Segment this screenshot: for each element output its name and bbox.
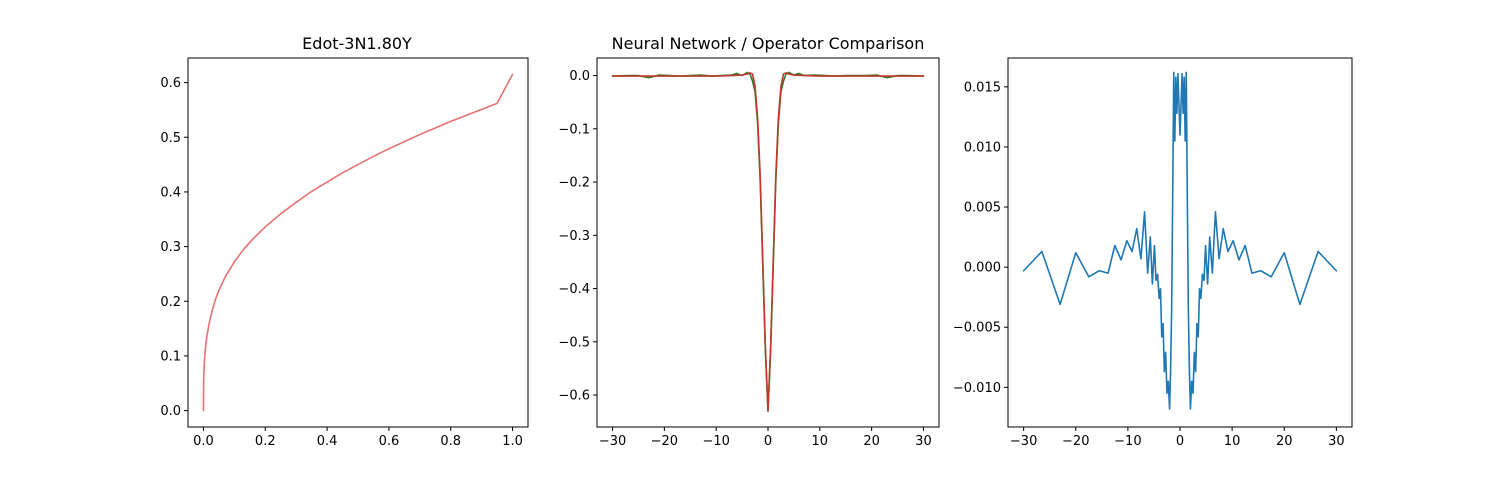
- middle-chart-y-tick-label: −0.1: [558, 122, 590, 137]
- middle-chart-y-tick-label: 0.0: [569, 69, 590, 84]
- left-chart-x-tick-label: 0.0: [193, 434, 214, 449]
- middle-chart-x-tick-label: −20: [651, 434, 678, 449]
- left-chart-ticks: 0.0 0.2 0.4 0.6 0.8 1.0 0.0 0.1 0.2 0.3 0.4 0.5 0.6: [160, 76, 523, 449]
- middle-chart-series-operator-line: [611, 72, 925, 412]
- middle-chart-ticks: −30 −20 −10 0 10 20 30 0.0 −0.1 −0.2 −0.3 −0.4 −0.5 −…: [558, 69, 931, 449]
- middle-chart-plot-area: [611, 71, 925, 412]
- left-chart-title: Edot-3N1.80Y: [302, 34, 412, 53]
- middle-chart-x-tick-label: −10: [702, 434, 729, 449]
- left-chart-x-tick-label: 1.0: [502, 434, 523, 449]
- right-chart-y-tick-label: 0.005: [964, 201, 1001, 216]
- right-chart-y-tick-label: −0.010: [953, 381, 1001, 396]
- right-chart-y-tick-label: 0.015: [964, 80, 1001, 95]
- middle-chart-panel: Neural Network / Operator Comparison −30…: [558, 34, 940, 449]
- middle-chart-x-tick-label: 20: [863, 434, 880, 449]
- right-chart-x-tick-label: −20: [1062, 434, 1089, 449]
- right-chart-panel: −30 −20 −10 0 10 20 30 0.015 0.010 0.005 0.000 −0.0…: [953, 57, 1353, 449]
- left-chart-y-tick-label: 0.1: [160, 349, 181, 364]
- middle-chart-title: Neural Network / Operator Comparison: [612, 34, 925, 53]
- right-chart-y-tick-label: 0.010: [964, 140, 1001, 155]
- left-chart-x-tick-label: 0.8: [440, 434, 461, 449]
- middle-chart-y-tick-label: −0.4: [558, 282, 590, 297]
- left-chart-plot-area: [202, 73, 514, 412]
- left-chart-y-tick-label: 0.2: [160, 295, 181, 310]
- left-chart-y-tick-label: 0.6: [160, 76, 181, 91]
- right-chart-x-tick-label: 20: [1276, 434, 1293, 449]
- middle-chart-x-tick-label: 30: [915, 434, 932, 449]
- left-chart-y-tick-label: 0.4: [160, 185, 181, 200]
- right-chart-x-tick-label: −30: [1010, 434, 1037, 449]
- left-chart-x-tick-label: 0.6: [379, 434, 400, 449]
- left-chart-x-tick-label: 0.2: [255, 434, 276, 449]
- right-chart-series-difference-line: [1022, 71, 1338, 410]
- middle-chart-x-tick-label: 0: [764, 434, 772, 449]
- left-chart-y-tick-label: 0.3: [160, 240, 181, 255]
- left-chart-y-tick-label: 0.5: [160, 131, 181, 146]
- right-chart-ticks: −30 −20 −10 0 10 20 30 0.015 0.010 0.005 0.000 −0.0…: [953, 80, 1345, 449]
- left-chart-y-tick-label: 0.0: [160, 404, 181, 419]
- left-chart-axes-frame: [187, 57, 529, 428]
- left-chart-x-tick-label: 0.4: [317, 434, 338, 449]
- right-chart-x-tick-label: 10: [1224, 434, 1241, 449]
- right-chart-plot-area: [1022, 71, 1338, 410]
- left-chart-panel: Edot-3N1.80Y 0.0 0.2 0.4 0.6 0.8 1.0 0.0 0.1 0.2…: [160, 34, 529, 449]
- right-chart-x-tick-label: −10: [1114, 434, 1141, 449]
- middle-chart-y-tick-label: −0.2: [558, 176, 590, 191]
- left-chart-series-curve-line: [202, 73, 514, 412]
- right-chart-x-tick-label: 0: [1176, 434, 1184, 449]
- middle-chart-x-tick-label: 10: [812, 434, 829, 449]
- middle-chart-x-tick-label: −30: [599, 434, 626, 449]
- middle-chart-y-tick-label: −0.3: [558, 229, 590, 244]
- middle-chart-y-tick-label: −0.6: [558, 389, 590, 404]
- right-chart-x-tick-label: 30: [1328, 434, 1345, 449]
- middle-chart-y-tick-label: −0.5: [558, 335, 590, 350]
- right-chart-y-tick-label: 0.000: [964, 261, 1001, 276]
- right-chart-y-tick-label: −0.005: [953, 321, 1001, 336]
